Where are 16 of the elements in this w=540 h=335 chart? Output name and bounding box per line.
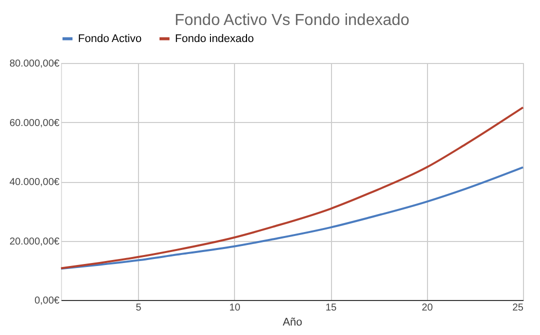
x-tick-label: 15 xyxy=(325,302,337,314)
y-tick-label: 40.000,00€ xyxy=(9,177,60,188)
line-series xyxy=(60,106,524,270)
line-series xyxy=(60,166,524,270)
y-tick-label: 60.000,00€ xyxy=(9,118,60,129)
y-tick-label: 0,00€ xyxy=(34,296,60,306)
y-tick-label: 20.000,00€ xyxy=(9,236,60,248)
x-tick-label: 10 xyxy=(229,302,241,314)
legend-label: Fondo indexado xyxy=(175,32,254,45)
x-axis-title: Año xyxy=(282,316,302,328)
x-tick-label: 25 xyxy=(512,302,524,314)
y-tick-label: 80.000,00€ xyxy=(9,58,60,70)
legend-label: Fondo Activo xyxy=(78,32,142,45)
x-tick-label: 5 xyxy=(136,302,142,314)
x-tick-label: 20 xyxy=(422,302,434,314)
chart-title: Fondo Activo Vs Fondo indexado xyxy=(174,12,410,29)
